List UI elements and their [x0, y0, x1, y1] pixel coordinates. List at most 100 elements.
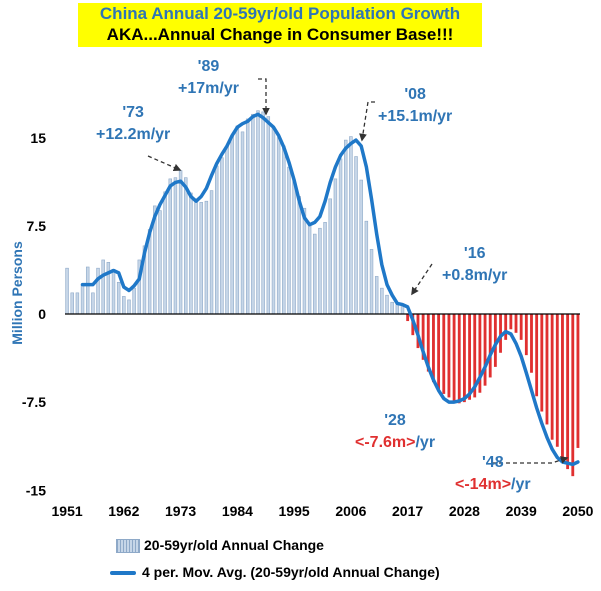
x-tick-label: 2050: [562, 503, 593, 519]
bar-2013: [385, 294, 389, 315]
bar-1985: [240, 131, 245, 315]
x-tick-label: 2028: [449, 503, 480, 519]
bar-1964: [132, 287, 136, 315]
bar-2040: [524, 314, 528, 356]
bar-1980: [214, 165, 219, 315]
bar-2007: [354, 156, 358, 315]
annotation-2048-suffix: /yr: [511, 476, 531, 493]
bar-2044: [545, 314, 549, 425]
bar-1959: [106, 261, 111, 315]
x-tick-label: 2017: [392, 503, 423, 519]
legend-line-swatch: [110, 571, 136, 576]
bar-1984: [235, 125, 240, 315]
annotation-2048-value: <-14m>/yr: [455, 474, 531, 496]
legend-line: 4 per. Mov. Avg. (20-59yr/old Annual Cha…: [110, 564, 440, 580]
bar-1952: [70, 292, 74, 315]
x-tick-label: 1995: [279, 503, 310, 519]
axis-layer: 15 7.5 0 -7.5 -15 1951 1962 1973 1984 1995 2006 201…: [22, 130, 594, 519]
bar-1990: [266, 116, 271, 315]
bar-1956: [91, 292, 95, 315]
bar-1951: [65, 267, 69, 315]
legend-bars-label: 20-59yr/old Annual Change: [144, 537, 324, 553]
bar-2011: [374, 276, 379, 315]
bar-1976: [194, 200, 198, 315]
annotation-1973-value: +12.2m/yr: [96, 126, 171, 143]
chart-title: China Annual 20-59yr/old Population Grow…: [99, 4, 461, 23]
y-axis-label: Million Persons: [9, 241, 25, 345]
annotation-2008-value: +15.1m/yr: [378, 108, 453, 125]
bar-1958: [101, 259, 105, 315]
bar-2012: [380, 287, 384, 315]
x-tick-label: 1973: [165, 503, 196, 519]
bar-1975: [189, 192, 193, 315]
annotation-arrow: [411, 263, 433, 296]
annotation-2028-value: <-7.6m>/yr: [355, 432, 435, 454]
bar-1993: [282, 145, 286, 315]
bar-1961: [116, 281, 121, 315]
chart-title-box: China Annual 20-59yr/old Population Grow…: [78, 3, 482, 47]
bar-2006: [349, 136, 353, 315]
annotation-1973: '73 +12.2m/yr: [96, 102, 170, 146]
bar-1998: [307, 224, 312, 315]
bar-2032: [483, 314, 487, 386]
bar-2050: [576, 314, 580, 448]
bar-1960: [111, 269, 116, 315]
bar-1987: [251, 113, 255, 315]
bar-2027: [457, 314, 461, 404]
bar-1995: [292, 179, 296, 315]
bar-2022: [432, 314, 435, 383]
bar-2043: [540, 314, 544, 412]
legend-bars: 20-59yr/old Annual Change: [116, 537, 324, 554]
bar-1997: [302, 207, 307, 315]
annotation-arrow: [258, 78, 270, 116]
annotation-1989-year: '89: [197, 58, 220, 75]
annotation-2008: '08 +15.1m/yr: [378, 84, 452, 128]
bar-1989: [261, 111, 265, 315]
bar-2034: [493, 314, 497, 367]
bar-1992: [276, 137, 281, 315]
bar-1973: [178, 170, 183, 315]
annotation-2016-year: '16: [463, 245, 486, 262]
y-tick-label: 7.5: [27, 218, 47, 234]
bar-2021: [426, 314, 430, 372]
annotation-2016: '16 +0.8m/yr: [442, 243, 507, 287]
annotation-2008-year: '08: [404, 86, 426, 103]
bar-2042: [535, 314, 539, 397]
bar-2041: [530, 314, 533, 373]
bar-1983: [230, 135, 234, 315]
annotation-2048: '48 <-14m>/yr: [455, 452, 531, 496]
bar-2039: [519, 314, 523, 340]
bar-1972: [173, 177, 178, 315]
annotation-2028-value-red: <-7.6m>: [355, 434, 416, 451]
bar-1981: [220, 157, 224, 315]
bar-2028: [462, 314, 466, 403]
annotation-1989-value: +17m/yr: [178, 80, 239, 97]
bar-2010: [369, 249, 374, 315]
annotation-1989: '89 +17m/yr: [178, 56, 239, 100]
bar-2046: [555, 314, 559, 447]
bar-1982: [225, 145, 229, 315]
bar-2025: [447, 314, 451, 398]
bar-1978: [204, 200, 209, 315]
bar-1999: [313, 233, 317, 315]
bar-2004: [338, 158, 343, 315]
bar-2015: [395, 304, 400, 315]
bar-2020: [421, 314, 425, 360]
x-tick-label: 2006: [335, 503, 366, 519]
bar-1977: [199, 202, 203, 315]
bar-1963: [127, 299, 131, 315]
bar-1988: [256, 110, 260, 315]
bars-layer: [65, 110, 580, 477]
x-tick-label: 1984: [222, 503, 253, 519]
bar-2038: [514, 314, 518, 333]
bar-2030: [473, 314, 477, 398]
bar-1986: [245, 118, 250, 315]
moving-average-line: [80, 112, 580, 467]
annotation-arrow: [359, 101, 375, 142]
annotation-2028-year: '28: [384, 412, 406, 429]
bar-2029: [468, 314, 471, 400]
legend-line-label: 4 per. Mov. Avg. (20-59yr/old Annual Cha…: [142, 564, 440, 580]
bar-1955: [85, 266, 90, 315]
y-tick-label: 0: [38, 306, 46, 322]
